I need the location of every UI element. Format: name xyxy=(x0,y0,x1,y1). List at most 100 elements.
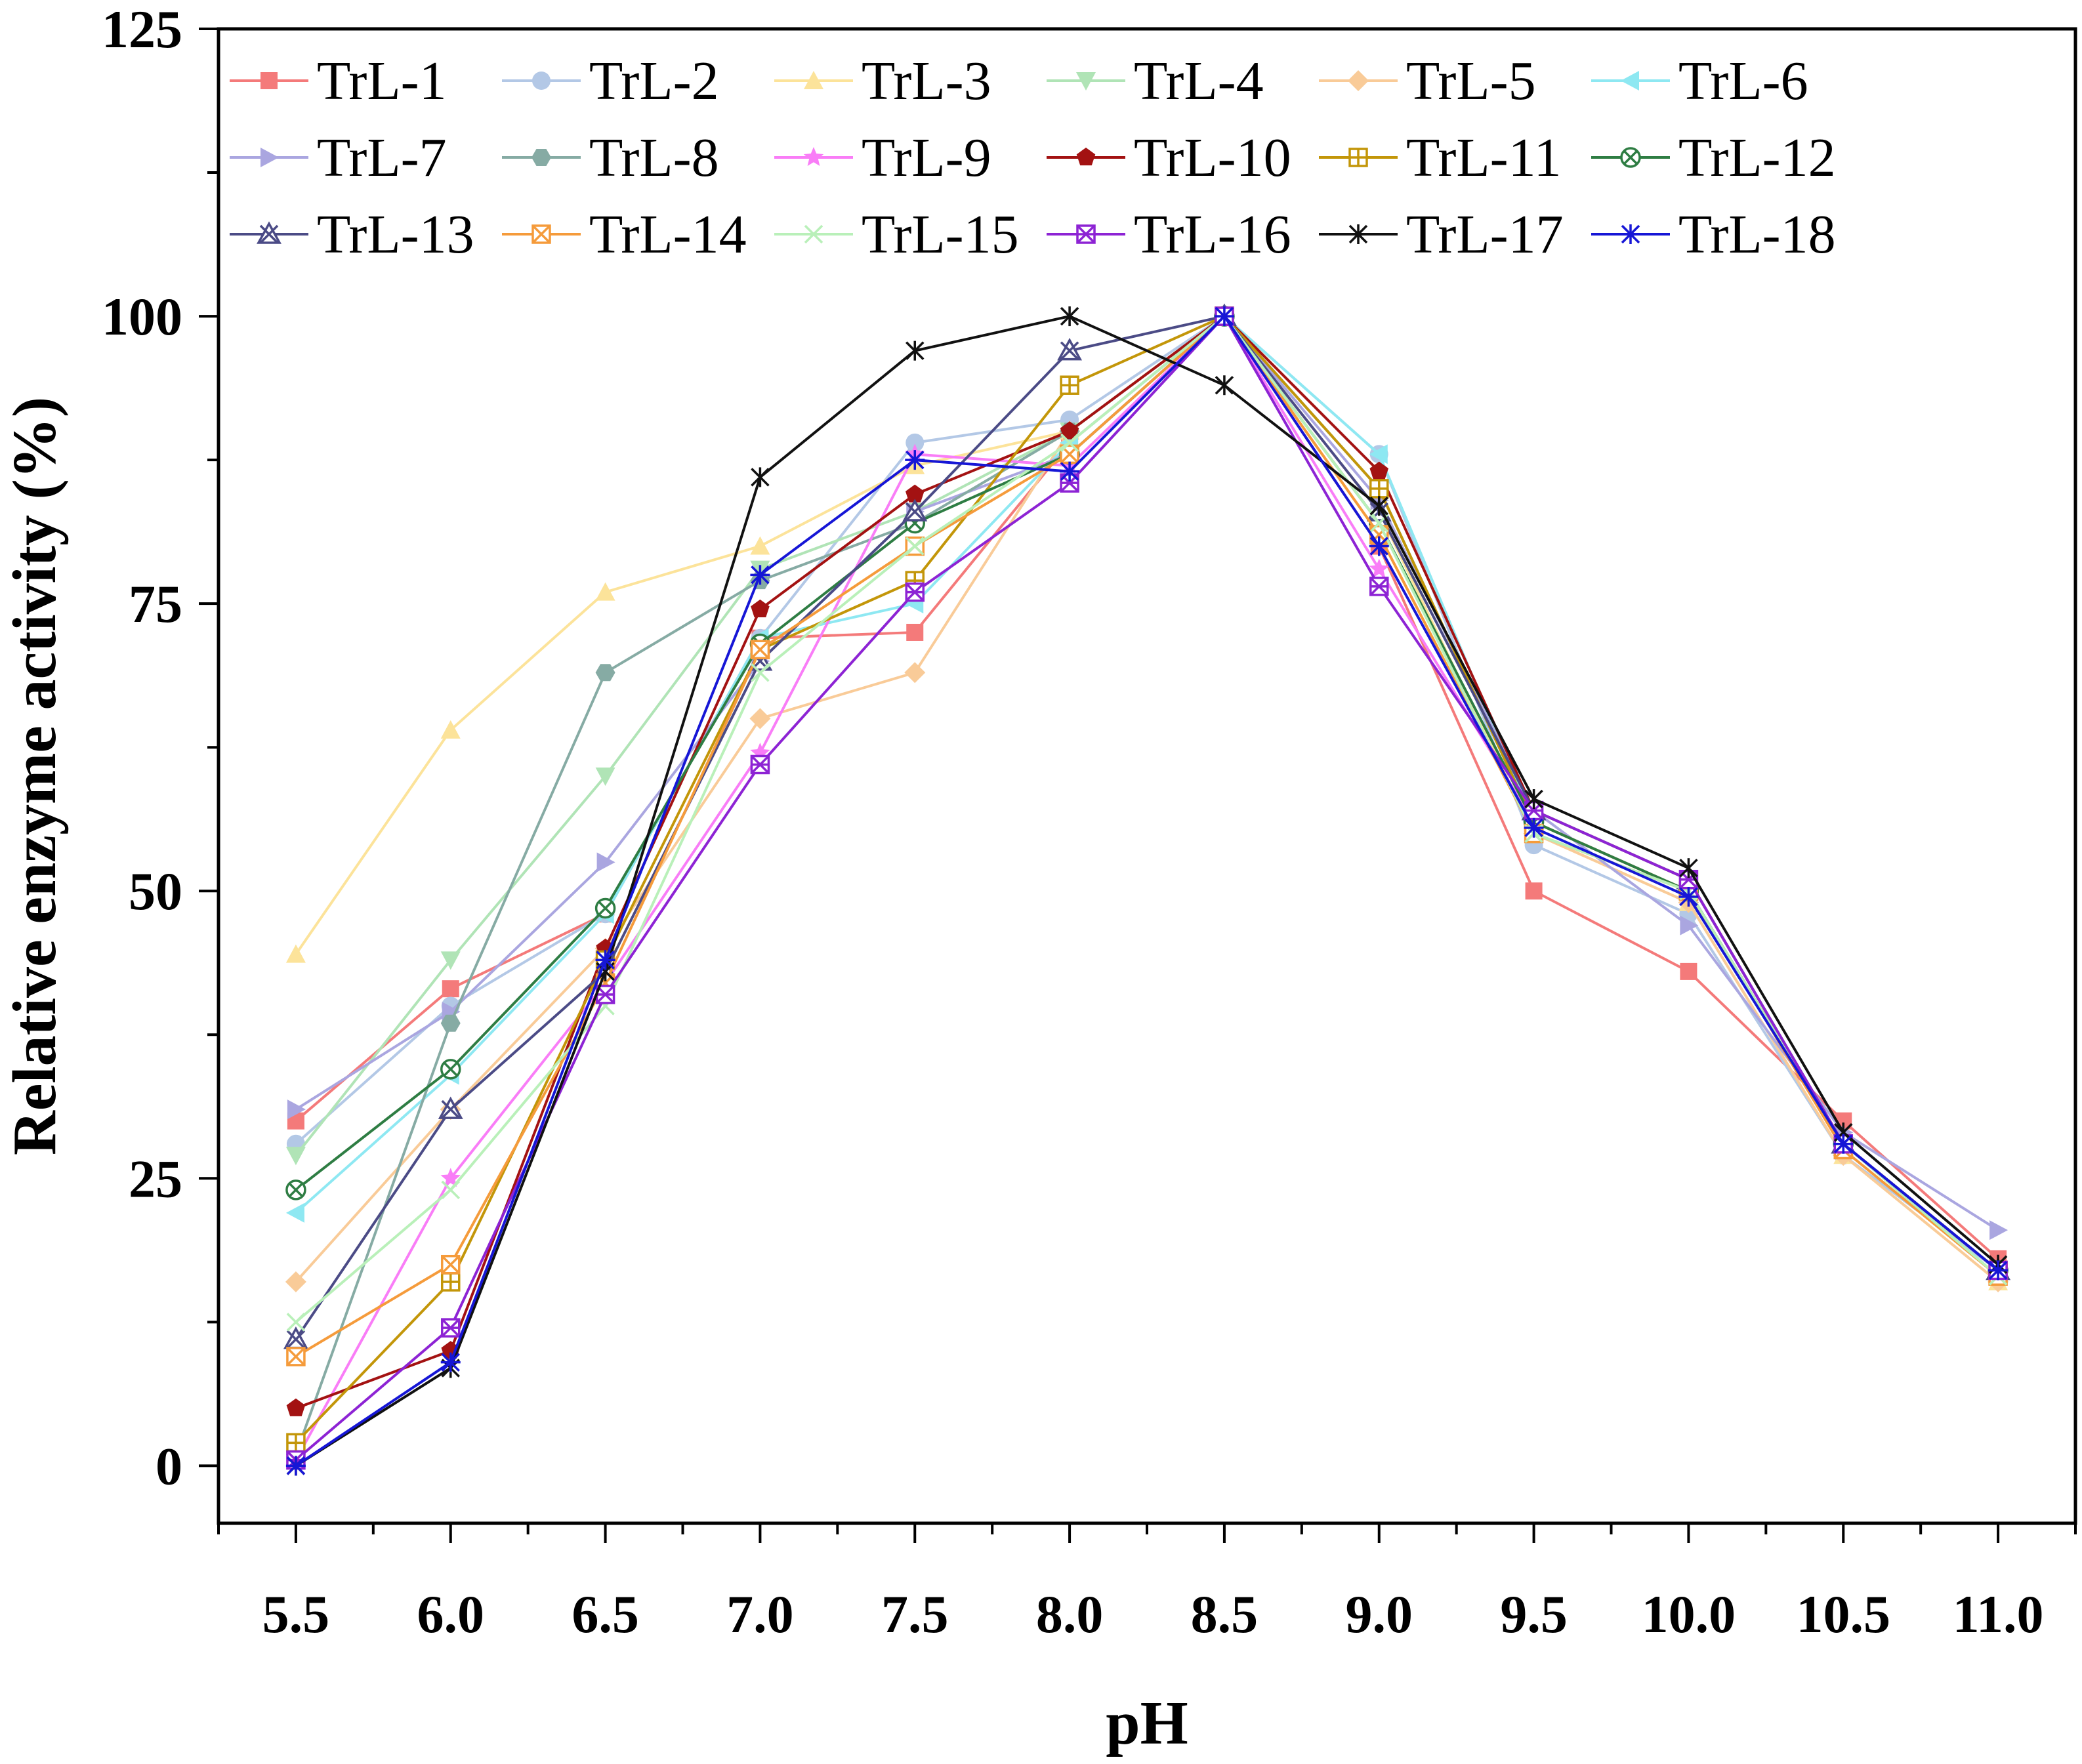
data-point xyxy=(442,980,459,998)
data-point xyxy=(285,944,306,963)
data-point xyxy=(803,147,824,166)
legend-item: TrL-2 xyxy=(502,51,719,112)
data-point xyxy=(1525,882,1543,900)
x-axis-ticks: 5.5 6.0 6.5 7.0 7.5 8.0 8.5 9.0 9.5 10.0 10.5 11.0 xyxy=(217,1523,2077,1644)
data-point xyxy=(532,72,551,90)
data-point xyxy=(594,897,616,919)
legend-item: TrL-15 xyxy=(774,204,1019,265)
data-point xyxy=(1369,479,1389,499)
legend-item: TrL-14 xyxy=(502,204,747,265)
legend-item: TrL-8 xyxy=(502,127,719,188)
legend-label: TrL-13 xyxy=(317,204,474,265)
legend-label: TrL-3 xyxy=(862,51,991,112)
data-point xyxy=(1620,147,1641,168)
data-point xyxy=(257,221,281,244)
data-point xyxy=(1076,148,1096,166)
data-point xyxy=(1680,962,1697,980)
data-point xyxy=(906,340,925,361)
data-point xyxy=(595,768,615,786)
data-point xyxy=(285,1271,306,1293)
data-point xyxy=(285,944,306,963)
data-point xyxy=(1680,915,1699,935)
data-point xyxy=(441,1180,460,1200)
data-point xyxy=(286,1433,306,1453)
series-TrL-2 xyxy=(286,307,2008,1280)
marker-stroke xyxy=(441,1180,460,1200)
data-point xyxy=(286,1398,306,1416)
legend-item: TrL-9 xyxy=(774,127,991,188)
x-tick-label: 11.0 xyxy=(1953,1584,2044,1644)
data-point xyxy=(285,1202,304,1223)
marker-stroke xyxy=(286,1330,306,1349)
legend-label: TrL-17 xyxy=(1406,204,1564,265)
data-point xyxy=(905,450,925,470)
legend-item: TrL-4 xyxy=(1047,51,1264,112)
y-tick-label: 25 xyxy=(129,1149,182,1208)
legend-label: TrL-2 xyxy=(589,51,719,112)
x-tick-label: 9.5 xyxy=(1500,1584,1568,1644)
data-point xyxy=(440,1014,461,1032)
data-point xyxy=(531,149,551,166)
data-point xyxy=(1215,375,1234,396)
series-TrL-8 xyxy=(285,308,2009,1463)
data-point xyxy=(749,708,771,729)
x-tick-label: 7.0 xyxy=(726,1584,794,1644)
marker-stroke xyxy=(1060,433,1079,453)
series-line xyxy=(295,314,1999,1444)
y-tick-label: 50 xyxy=(129,861,182,921)
series-line xyxy=(295,314,1999,1272)
series-line xyxy=(295,314,1999,1340)
data-point xyxy=(287,1099,306,1120)
marker-stroke xyxy=(1060,341,1079,360)
legend-item: TrL-10 xyxy=(1047,127,1291,188)
data-point xyxy=(441,1318,461,1338)
marker-stroke xyxy=(286,1313,306,1332)
series-TrL-7 xyxy=(287,306,2009,1241)
data-point xyxy=(285,1147,306,1166)
series-line xyxy=(295,314,1999,1410)
data-point xyxy=(1989,1220,2009,1241)
legend-label: TrL-7 xyxy=(317,127,447,188)
x-tick-label: 8.0 xyxy=(1036,1584,1104,1644)
data-point xyxy=(751,467,770,487)
series-line xyxy=(295,314,1999,1462)
data-point xyxy=(1076,148,1096,166)
legend-item: TrL-6 xyxy=(1591,51,1808,112)
legend-item: TrL-18 xyxy=(1591,204,1836,265)
data-point xyxy=(1680,962,1697,980)
marker-stroke xyxy=(441,1099,460,1119)
data-point xyxy=(749,708,771,729)
legend-label: TrL-11 xyxy=(1406,127,1562,188)
data-point xyxy=(441,1254,461,1275)
data-point xyxy=(906,623,924,641)
data-point xyxy=(906,433,925,452)
series-TrL-15 xyxy=(286,306,2008,1332)
series-TrL-16 xyxy=(286,306,2008,1470)
data-point xyxy=(1057,338,1083,361)
data-point xyxy=(440,951,461,970)
data-point xyxy=(595,664,615,682)
series-TrL-14 xyxy=(286,306,2008,1366)
data-point xyxy=(1348,148,1368,167)
data-point xyxy=(905,484,925,503)
legend-item: TrL-16 xyxy=(1047,204,1291,265)
data-point xyxy=(1060,421,1079,440)
data-point xyxy=(751,599,770,618)
data-point xyxy=(1524,789,1543,810)
x-tick-label: 6.0 xyxy=(417,1584,485,1644)
data-point xyxy=(596,852,615,872)
legend-item: TrL-12 xyxy=(1591,127,1836,188)
data-point xyxy=(1214,306,1234,327)
marker-stroke xyxy=(598,901,612,915)
legend-label: TrL-10 xyxy=(1134,127,1291,188)
data-point xyxy=(286,1398,306,1416)
data-point xyxy=(285,1202,304,1223)
data-point xyxy=(750,754,770,775)
series-line xyxy=(295,314,1999,1455)
data-point xyxy=(286,1313,306,1332)
marker-stroke xyxy=(444,1062,457,1077)
data-point xyxy=(1060,306,1079,327)
data-point xyxy=(285,1179,306,1200)
marker-stroke xyxy=(906,537,925,556)
